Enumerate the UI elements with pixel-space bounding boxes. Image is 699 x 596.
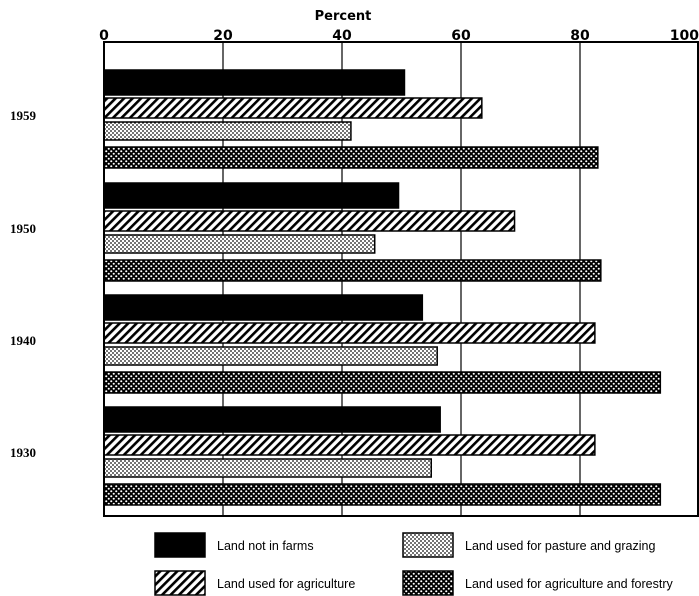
legend-label: Land used for agriculture: [217, 577, 355, 591]
y-axis-categories: 1959 1950 1940 1930: [10, 108, 37, 460]
x-tick-label: 80: [570, 28, 590, 44]
x-axis-ticks: 0 20 40 60 80 100: [99, 28, 699, 44]
bar: [103, 210, 516, 232]
x-tick-label: 60: [451, 28, 471, 44]
x-axis-title: Percent: [315, 9, 372, 24]
x-tick-label: 40: [332, 28, 352, 44]
plot-frame: [103, 41, 699, 517]
bar: [103, 182, 400, 209]
legend-swatch: [402, 532, 454, 558]
x-tick-label: 20: [213, 28, 233, 44]
bar: [103, 146, 599, 169]
bars: [103, 69, 662, 506]
bar: [103, 97, 483, 119]
legend-label: Land not in farms: [217, 539, 314, 553]
x-tick-label: 100: [670, 28, 699, 44]
bar: [103, 259, 602, 282]
bar: [103, 121, 352, 141]
y-category-label: 1950: [10, 221, 36, 236]
legend-swatch: [154, 570, 206, 596]
y-category-label: 1930: [10, 445, 36, 460]
legend-swatch: [402, 570, 454, 596]
legend: Land not in farms Land used for agricultu…: [154, 532, 674, 596]
bar: [103, 458, 432, 478]
x-tick-label: 0: [99, 28, 109, 44]
bar: [103, 69, 406, 96]
bar: [103, 294, 424, 321]
bar: [103, 234, 376, 254]
bar: [103, 434, 596, 456]
legend-label: Land used for agriculture and forestry: [465, 577, 674, 591]
legend-swatch: [154, 532, 206, 558]
y-category-label: 1940: [10, 333, 36, 348]
bar: [103, 322, 596, 344]
bar: [103, 346, 438, 366]
bar: [103, 371, 662, 394]
bar: [103, 483, 662, 506]
bar: [103, 406, 441, 433]
legend-label: Land used for pasture and grazing: [465, 539, 655, 553]
y-category-label: 1959: [10, 108, 37, 123]
